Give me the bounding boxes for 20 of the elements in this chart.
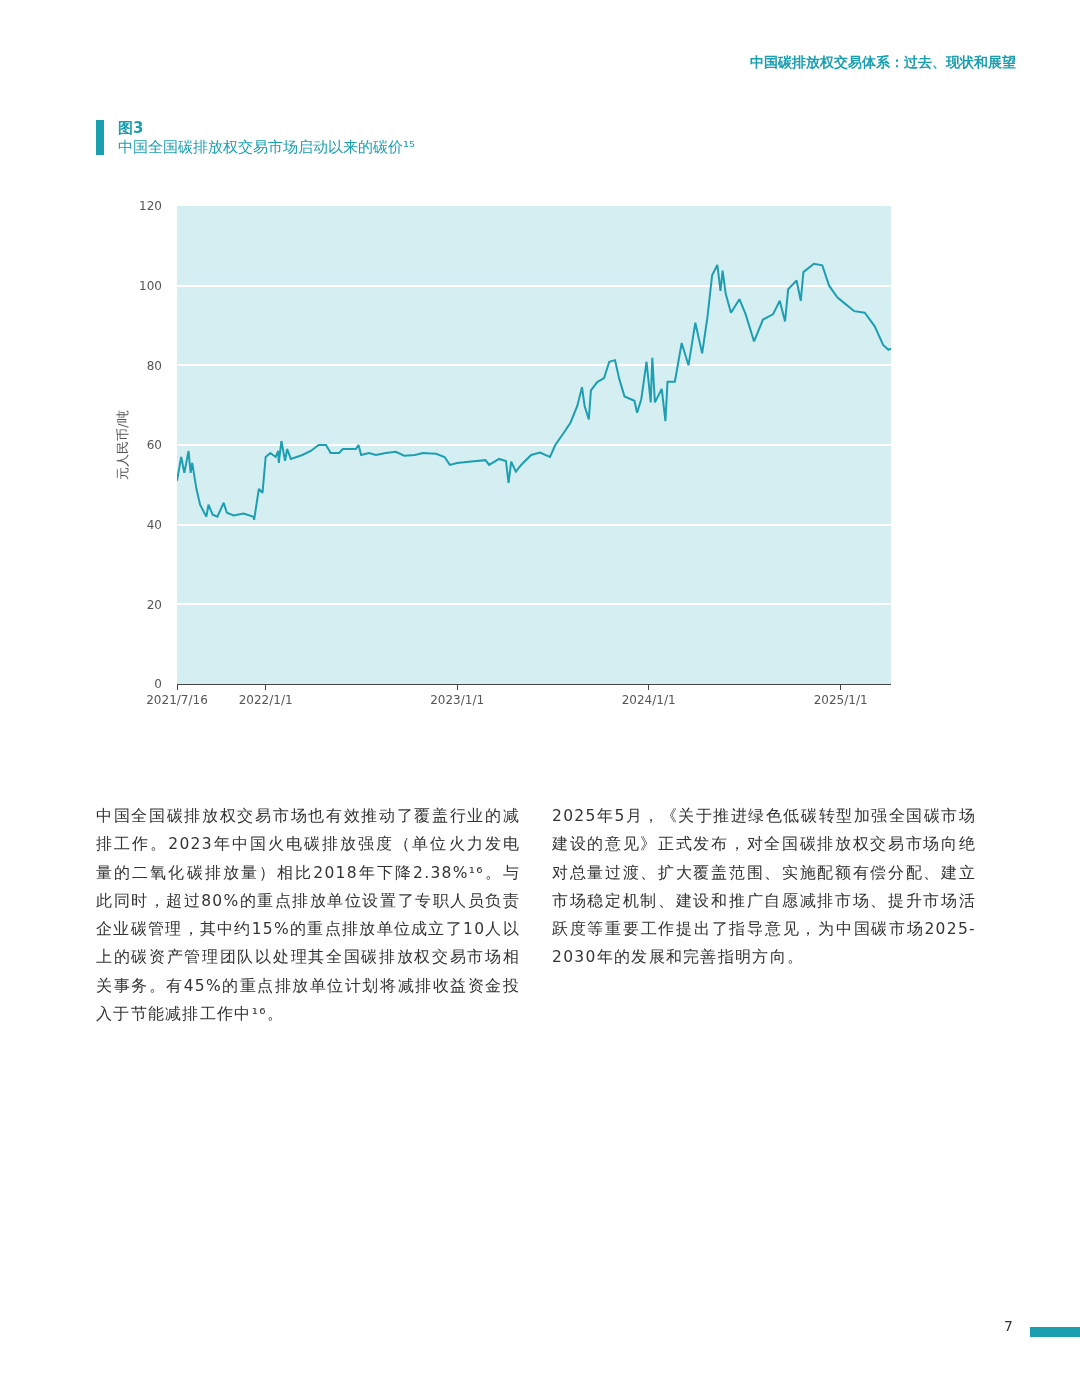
x-tick-label: 2022/1/1 bbox=[238, 693, 293, 708]
x-tick-label: 2023/1/1 bbox=[430, 693, 485, 708]
y-tick-label: 40 bbox=[146, 517, 162, 532]
y-tick-label: 80 bbox=[146, 358, 162, 373]
chart-title: 图3 bbox=[118, 119, 144, 138]
text: 7 bbox=[1004, 1318, 1013, 1334]
x-tick-label: 2024/1/1 bbox=[621, 693, 676, 708]
x-tick-label: 2025/1/1 bbox=[813, 693, 868, 708]
y-tick-label: 20 bbox=[146, 597, 162, 612]
chart-subtitle: 中国全国碳排放权交易市场启动以来的碳价¹⁵ bbox=[118, 138, 416, 157]
text: 中国全国碳排放权交易市场也有效推动了覆盖行业的减排工作。2023年中国火电碳排放强度（单位火力发电量的二氧化碳排放量）相比2018年下降2.38%¹⁶。与此同时，超过80%的重点排放单位设置了专职人员负责企业碳管理，其中约15%的重点排放单位成立了10人以上的碳资产管理团队以处理其全国碳排放权交易市场相关事务。有45%的重点排放单位计划将减排收益资金投入于节能减排工作中¹⁶。 bbox=[96, 806, 520, 1026]
text: 中国碳排放权交易体系：过去、现状和展望 bbox=[750, 54, 1016, 72]
y-tick-label: 60 bbox=[146, 438, 162, 453]
y-tick-label: 120 bbox=[139, 199, 162, 214]
y-tick-label: 100 bbox=[139, 278, 162, 293]
line-series bbox=[177, 262, 891, 521]
y-axis-title: 元人民币/吨 bbox=[115, 410, 131, 480]
x-tick-label: 2021/7/16 bbox=[146, 693, 208, 708]
y-tick-label: 0 bbox=[154, 677, 162, 692]
text: 2025年5月，《关于推进绿色低碳转型加强全国碳市场建设的意见》正式发布，对全国碳排放权交易市场向绝对总量过渡、扩大覆盖范围、实施配额有偿分配、建立市场稳定机制、建设和推广自愿减排市场、提升市场活跃度等重要工作提出了指导意见，为中国碳市场2025-2030年的发展和完善指明方向。 bbox=[552, 806, 976, 969]
